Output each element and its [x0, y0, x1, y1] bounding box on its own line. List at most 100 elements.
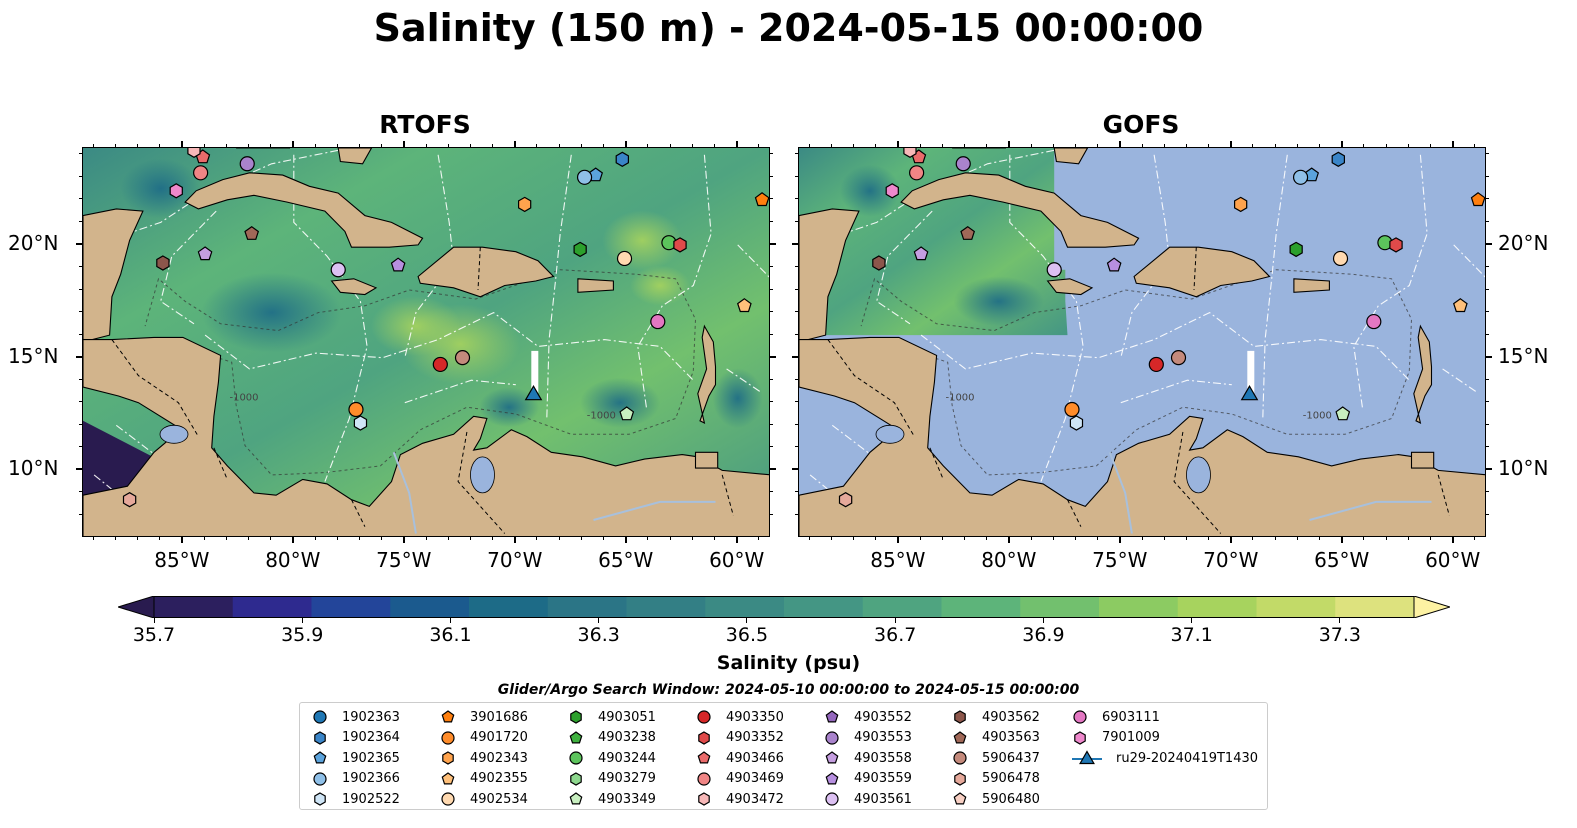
- float-marker-3901686[interactable]: [1470, 192, 1485, 207]
- float-marker-1902364[interactable]: [1331, 151, 1346, 167]
- float-marker-6903111[interactable]: [650, 313, 666, 330]
- float-marker-1902522[interactable]: [1069, 415, 1084, 431]
- glider-marker[interactable]: [524, 385, 543, 401]
- colorbar-tick-label: 36.9: [1022, 624, 1065, 646]
- panel-title-gofs: GOFS: [1102, 110, 1180, 139]
- tick-mark: [1252, 537, 1254, 540]
- glider-marker[interactable]: [1240, 385, 1259, 401]
- tick-mark: [1052, 537, 1054, 540]
- legend-label: 4903472: [726, 791, 784, 807]
- float-marker-4903469[interactable]: [909, 165, 925, 181]
- float-marker-4903051[interactable]: [1289, 241, 1303, 258]
- colorbar-under-extend: [116, 595, 155, 619]
- float-marker-4903350[interactable]: [432, 356, 448, 373]
- tick-mark: [291, 537, 294, 543]
- float-marker-4903562[interactable]: [872, 255, 886, 271]
- colorbar-tick-mark: [746, 618, 748, 623]
- float-marker-5906478[interactable]: [122, 492, 137, 508]
- colorbar-tick-mark: [1339, 618, 1341, 623]
- tick-mark: [770, 288, 773, 290]
- float-marker-1902366[interactable]: [1292, 169, 1309, 185]
- float-marker-4903051[interactable]: [573, 241, 587, 258]
- tick-mark: [381, 144, 383, 147]
- legend-label: 4903349: [598, 791, 656, 807]
- float-marker-4903349[interactable]: [1335, 406, 1351, 421]
- lon-tick-label: 60°W: [709, 548, 765, 572]
- float-marker-4903553[interactable]: [239, 156, 255, 172]
- float-marker-3901686[interactable]: [754, 192, 769, 207]
- legend-marker-icon: [953, 751, 967, 765]
- float-marker-1902365[interactable]: [588, 167, 604, 182]
- tick-mark: [79, 491, 82, 493]
- legend-marker-icon: [441, 771, 455, 784]
- figure-title: Salinity (150 m) - 2024-05-15 00:00:00: [373, 6, 1204, 50]
- float-marker-4902534[interactable]: [1332, 250, 1349, 267]
- lat-tick-label-right: 10°N: [1498, 456, 1549, 481]
- float-marker-4903559[interactable]: [1106, 257, 1122, 272]
- float-marker-1902366[interactable]: [576, 169, 593, 185]
- tick-mark: [625, 537, 627, 540]
- tick-mark: [247, 537, 249, 540]
- float-marker-4903563[interactable]: [960, 225, 976, 240]
- tick-mark: [1163, 537, 1165, 540]
- float-marker-4902534[interactable]: [616, 250, 633, 267]
- colorbar-tick-mark: [301, 618, 303, 623]
- float-marker-4903558[interactable]: [197, 246, 213, 261]
- float-marker-5906437[interactable]: [1170, 350, 1187, 366]
- float-marker-4902355[interactable]: [1452, 298, 1468, 313]
- colorbar-tick-mark: [598, 618, 600, 623]
- float-marker-4903553[interactable]: [955, 156, 971, 172]
- legend-label: 4903244: [598, 750, 656, 766]
- legend-item-float: 4902534: [440, 789, 528, 809]
- tick-mark: [447, 537, 449, 540]
- legend-item-float: 1902366: [312, 769, 400, 789]
- colorbar-segment: [311, 596, 391, 618]
- tick-mark: [292, 144, 294, 147]
- tick-mark: [795, 265, 798, 267]
- colorbar-tick-label: 35.7: [132, 624, 176, 646]
- tick-mark: [181, 144, 183, 147]
- float-marker-4901720[interactable]: [1064, 401, 1080, 418]
- float-marker-1902365[interactable]: [1304, 167, 1320, 182]
- float-marker-4903349[interactable]: [619, 406, 635, 421]
- tick-mark: [1230, 537, 1232, 540]
- tick-mark: [136, 537, 138, 540]
- float-marker-4902343[interactable]: [518, 196, 532, 213]
- float-marker-4903561[interactable]: [1046, 262, 1062, 278]
- tick-mark: [314, 537, 316, 540]
- rtofs-map[interactable]: -1000 -1000: [82, 147, 770, 537]
- float-marker-1902522[interactable]: [353, 415, 368, 431]
- legend-item-float: 4903563: [952, 728, 1040, 748]
- tick-mark: [647, 537, 649, 540]
- float-marker-7901009[interactable]: [885, 183, 899, 199]
- float-marker-4903352[interactable]: [1389, 237, 1403, 253]
- float-marker-4903352[interactable]: [673, 237, 687, 253]
- float-marker-4903472[interactable]: [187, 148, 201, 158]
- float-marker-4903562[interactable]: [156, 255, 170, 271]
- float-marker-1902364[interactable]: [615, 151, 630, 167]
- gofs-map[interactable]: -1000 -1000: [798, 147, 1486, 537]
- legend-marker-icon: [825, 710, 839, 723]
- tick-mark: [770, 153, 773, 155]
- legend-item-float: 4903352: [696, 728, 784, 748]
- float-marker-4903563[interactable]: [244, 225, 260, 240]
- float-marker-4903561[interactable]: [330, 262, 346, 278]
- float-marker-4902343[interactable]: [1234, 196, 1248, 213]
- float-marker-4903469[interactable]: [193, 165, 209, 181]
- tick-mark: [1407, 144, 1409, 147]
- float-marker-4903350[interactable]: [1148, 356, 1164, 373]
- float-marker-6903111[interactable]: [1366, 313, 1382, 330]
- float-marker-5906478[interactable]: [838, 492, 853, 508]
- float-marker-4903558[interactable]: [913, 246, 929, 261]
- tick-mark: [1486, 378, 1489, 380]
- float-marker-4901720[interactable]: [348, 401, 364, 418]
- lon-tick-label: 75°W: [1092, 548, 1148, 572]
- float-marker-4903559[interactable]: [390, 257, 406, 272]
- float-marker-5906437[interactable]: [454, 350, 471, 366]
- float-marker-4902355[interactable]: [736, 298, 752, 313]
- legend-label: 5906478: [982, 771, 1040, 786]
- float-marker-4903472[interactable]: [903, 148, 917, 158]
- legend-item-float: 4903559: [824, 769, 912, 789]
- tick-mark: [203, 537, 205, 540]
- float-marker-7901009[interactable]: [169, 183, 183, 199]
